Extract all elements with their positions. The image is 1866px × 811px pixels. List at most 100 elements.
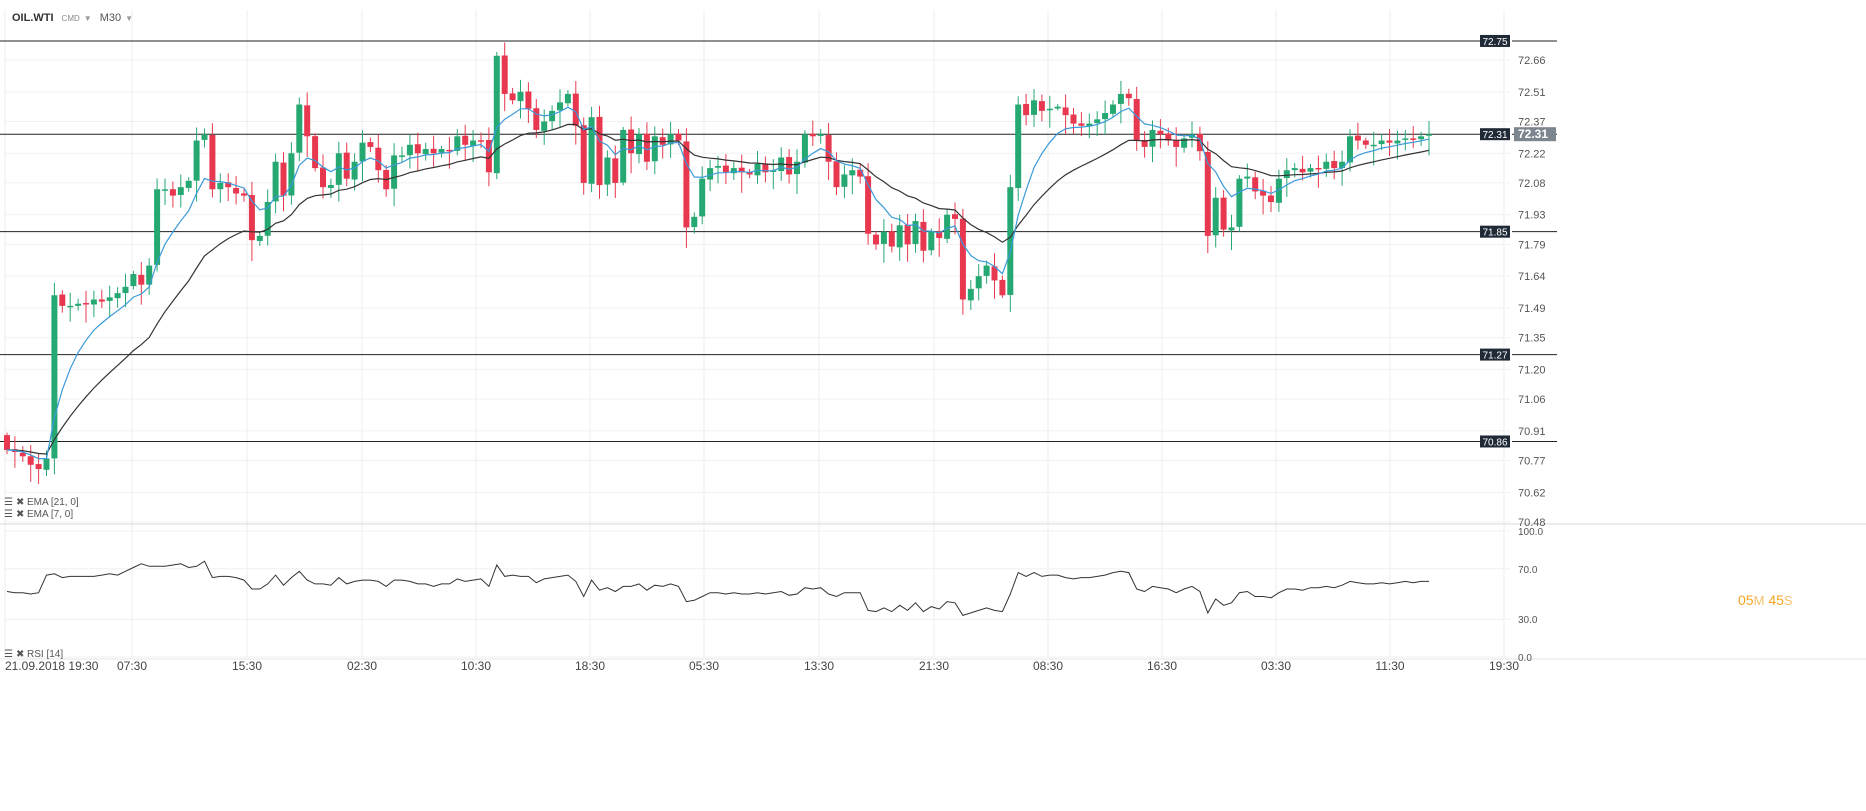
candle-body (865, 176, 872, 234)
candle-body (936, 231, 943, 239)
candle-body (1370, 144, 1377, 147)
candle-body (1110, 104, 1116, 114)
candle-body (1062, 107, 1069, 116)
candle-body (169, 189, 176, 196)
level-label-bg (1480, 34, 1510, 47)
candle-body (1402, 138, 1409, 140)
candle-body (1386, 140, 1393, 143)
candle-body (470, 140, 477, 146)
ema-21-line (6, 123, 1430, 455)
candle-body (304, 105, 311, 137)
candle-body (1220, 197, 1227, 230)
candle-body (1331, 161, 1338, 169)
candle-body (130, 274, 137, 287)
close-icon: ✖ (16, 649, 24, 660)
price-tick-label: 70.62 (1518, 487, 1546, 499)
level-label-bg (1480, 348, 1510, 361)
support-resistance-levels[interactable]: 72.75 72.31 71.85 71.27 70.86 (0, 34, 1557, 449)
time-tick-label: 03:30 (1261, 659, 1291, 673)
candle-body (1157, 130, 1164, 135)
candle-body (1015, 104, 1022, 189)
level-label: 71.27 (1482, 351, 1507, 362)
candle-body (1038, 101, 1045, 111)
timeframe-selector[interactable]: M30 (99, 12, 122, 24)
candle-body (1323, 161, 1330, 169)
indicator-label: EMA [21, 0] (27, 497, 79, 508)
candle-body (375, 147, 382, 171)
candle-body (359, 142, 366, 162)
candle-body (493, 55, 500, 174)
symbol-selector[interactable]: OIL.WTI (12, 12, 54, 24)
candle-body (288, 153, 295, 196)
candle-body (1260, 190, 1267, 196)
candle-body (651, 136, 658, 162)
candle-body (19, 452, 26, 457)
candle-body (643, 133, 650, 162)
time-tick-label: 05:30 (689, 659, 719, 673)
candle-body (1125, 93, 1132, 99)
candle-body (691, 216, 698, 228)
candle-body (67, 305, 74, 308)
candle-body (707, 168, 714, 180)
candle-body (1354, 135, 1361, 141)
rsi-tick-label: 100.0 (1518, 527, 1543, 538)
candle-body (1165, 133, 1172, 141)
candle-body (801, 134, 808, 163)
candle-body (896, 225, 903, 248)
candle-body (920, 221, 927, 251)
price-tick-label: 72.66 (1518, 55, 1546, 67)
candle-body (233, 187, 240, 194)
candle-body (501, 55, 508, 94)
candle-body (588, 117, 595, 184)
candle-body (667, 134, 674, 145)
candle-body (35, 464, 42, 470)
time-tick-label: 19:30 (1489, 659, 1519, 673)
price-tick-label: 72.08 (1518, 178, 1546, 190)
candle-body (1046, 108, 1053, 111)
candle-body (225, 182, 232, 188)
candle-body (406, 144, 413, 156)
candle-body (351, 161, 358, 180)
candle-body (217, 182, 224, 190)
candle-body (1394, 140, 1401, 144)
candle-body (1212, 197, 1219, 236)
candle-body (1086, 123, 1093, 127)
chart-grid (0, 10, 1866, 660)
candle-body (185, 180, 192, 188)
candle-body (296, 104, 303, 153)
price-tick-label: 71.79 (1518, 239, 1546, 251)
candle-body (572, 93, 579, 126)
price-tick-label: 72.22 (1518, 148, 1546, 160)
candle-body (1181, 138, 1188, 148)
time-tick-label: 07:30 (117, 659, 147, 673)
indicator-legend[interactable]: ☰ ✖ EMA [21, 0]☰ ✖ EMA [7, 0]☰ ✖ RSI [14] (4, 497, 79, 660)
candle-body (27, 456, 34, 465)
candle-body (857, 169, 864, 177)
rsi-tick-label: 30.0 (1518, 615, 1538, 626)
candle-body (596, 116, 603, 186)
candle-body (541, 121, 548, 131)
candle-body (90, 299, 97, 305)
candle-body (1204, 151, 1211, 236)
time-tick-label: 21:30 (919, 659, 949, 673)
candle-body (367, 142, 374, 147)
candle-body (193, 140, 200, 181)
time-tick-label: 16:30 (1147, 659, 1177, 673)
candle-body (715, 165, 721, 168)
price-tick-label: 71.35 (1518, 333, 1546, 345)
candle-body (1149, 129, 1156, 147)
candle-body (414, 144, 421, 154)
level-label-bg (1480, 225, 1510, 238)
chevron-down-icon[interactable]: ▼ (125, 13, 134, 23)
candle-body (454, 136, 461, 151)
candle-body (446, 149, 453, 152)
chevron-down-icon[interactable]: ▼ (83, 13, 92, 23)
candle-body (51, 295, 58, 459)
time-tick-label: 02:30 (347, 659, 377, 673)
close-icon: ✖ (16, 509, 24, 520)
rsi-tick-label: 70.0 (1518, 565, 1538, 576)
price-tick-label: 72.37 (1518, 116, 1546, 128)
time-tick-label: 08:30 (1033, 659, 1063, 673)
time-tick-label: 15:30 (232, 659, 262, 673)
